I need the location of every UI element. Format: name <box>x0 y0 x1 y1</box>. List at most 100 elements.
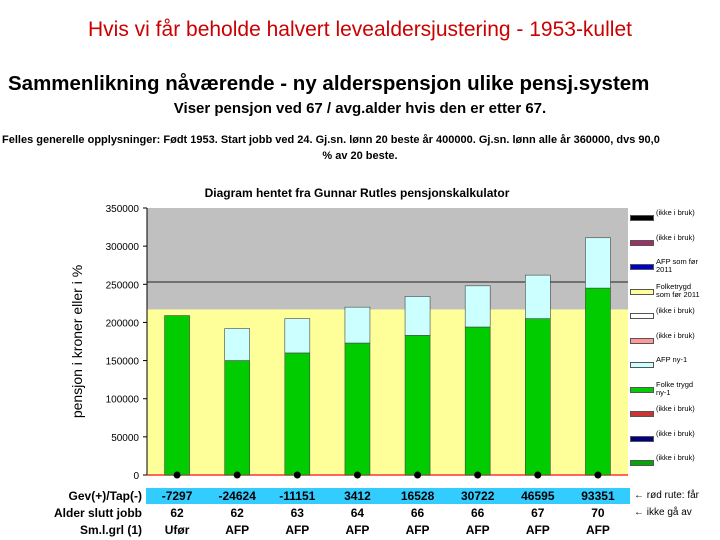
y-tick-label: 50000 <box>111 433 139 444</box>
zero-marker <box>293 471 301 479</box>
bar-afp <box>464 285 491 328</box>
bar-afp <box>344 306 371 344</box>
legend-item: AFP som før 2011 <box>628 256 720 282</box>
zero-marker <box>474 471 482 479</box>
legend-label: (ikke i bruk) <box>656 428 695 438</box>
legend-item: (ikke i bruk) <box>628 452 720 478</box>
legend-label: AFP ny-1 <box>656 355 688 364</box>
table-cell: -7297 <box>161 489 193 503</box>
bar-folketrygd <box>585 287 611 476</box>
table-cell: AFP <box>525 523 550 537</box>
legend-swatch <box>630 239 654 246</box>
plot-band-1 <box>147 208 628 310</box>
legend-label: Folke trygd ny-1 <box>656 379 694 397</box>
table-cell: 30722 <box>461 489 495 503</box>
table-cell: 70 <box>591 506 605 520</box>
legend-item: (ikke i bruk) <box>628 232 720 258</box>
bar-afp <box>585 237 611 289</box>
table-cell: AFP <box>225 523 250 537</box>
legend-swatch <box>630 215 654 221</box>
table-row-label: Gev(+)/Tap(-) <box>68 489 142 503</box>
table-cell: AFP <box>405 523 430 537</box>
zero-marker <box>233 471 241 479</box>
table-cell: 62 <box>230 506 244 520</box>
info-line-2: % av 20 beste. <box>322 150 398 162</box>
table-cell: AFP <box>585 523 610 537</box>
y-axis-label: pensjon i kroner eller i % <box>69 265 85 418</box>
table-cell: 46595 <box>521 489 555 503</box>
slide-main-title: Sammenlikning nåværende - ny alderspensj… <box>8 72 650 95</box>
y-tick-label: 0 <box>133 471 139 482</box>
legend-swatch <box>630 411 654 417</box>
table-cell: 66 <box>410 506 425 520</box>
table-cell: 63 <box>290 506 304 520</box>
table-row-label: Sm.l.grl (1) <box>79 523 142 537</box>
bar-folketrygd <box>404 335 431 476</box>
legend-item: AFP ny-1 <box>628 354 720 380</box>
table-cell: 67 <box>531 506 545 520</box>
zero-marker <box>414 471 422 479</box>
legend-swatch <box>630 460 654 466</box>
legend-item: Folketrygd som før 2011 <box>628 281 720 307</box>
table-cell: 64 <box>350 506 365 520</box>
legend-label: (ikke i bruk) <box>656 453 695 462</box>
table-cell: -24624 <box>218 489 256 503</box>
slide: Sammenlikning nåværende - ny alderspensj… <box>0 70 720 540</box>
legend-label: (ikke i bruk) <box>656 330 695 340</box>
y-tick-label: 300000 <box>106 242 140 253</box>
bar-folketrygd <box>284 352 311 476</box>
table-cell: 16528 <box>400 489 435 503</box>
info-line-1: Felles generelle opplysninger: Født 1953… <box>2 134 660 146</box>
zero-marker <box>534 471 542 479</box>
legend-item: Folke trygd ny-1 <box>628 379 720 405</box>
pension-chart: Diagram hentet fra Gunnar Rutles pensjon… <box>69 186 628 482</box>
bar-folketrygd <box>344 342 371 476</box>
page-title: Hvis vi får beholde halvert levealdersju… <box>88 18 632 41</box>
legend-item: (ikke i bruk) <box>628 403 720 429</box>
legend-swatch <box>630 362 654 368</box>
legend-swatch <box>630 288 654 295</box>
legend-item: (ikke i bruk) <box>628 305 720 331</box>
results-table: Gev(+)/Tap(-) -7297 -24624 -11151 3412 16528 3… <box>0 486 720 540</box>
legend-swatch <box>630 313 654 319</box>
bar-afp <box>525 274 551 319</box>
bar-folketrygd <box>525 318 551 476</box>
bar-afp <box>404 296 431 336</box>
chart-title: Diagram hentet fra Gunnar Rutles pensjon… <box>205 186 510 200</box>
legend-label: (ikke i bruk) <box>656 404 695 413</box>
y-tick-label: 100000 <box>106 395 140 406</box>
table-cell: AFP <box>345 523 370 537</box>
table-row-note: ← ikke gå av <box>634 507 692 518</box>
table-highlight-band <box>146 488 630 504</box>
legend-swatch <box>630 435 654 442</box>
legend-item: (ikke i bruk) <box>628 428 720 454</box>
bar-afp <box>224 328 250 361</box>
legend-item: (ikke i bruk) <box>628 207 720 233</box>
table-row-label: Alder slutt jobb <box>54 506 142 520</box>
legend-label: AFP som før 2011 <box>656 257 698 274</box>
table-cell: -11151 <box>279 489 316 503</box>
zero-marker <box>594 471 602 479</box>
legend-label: (ikke i bruk) <box>656 208 695 217</box>
legend-item: (ikke i bruk) <box>628 330 720 356</box>
plot-band-0 <box>147 309 628 475</box>
bar-folketrygd <box>464 326 491 476</box>
legend-label: Folketrygd som før 2011 <box>656 281 700 299</box>
table-cell: 66 <box>471 506 485 520</box>
zero-marker <box>353 471 361 479</box>
table-cell: AFP <box>465 523 490 537</box>
y-tick-label: 250000 <box>106 280 140 291</box>
table-row-note: ← rød rute: får <box>634 490 700 501</box>
legend-swatch <box>630 386 654 393</box>
bar-afp <box>284 318 311 354</box>
slide-sub-title: Viser pensjon ved 67 / avg.alder hvis de… <box>173 100 547 117</box>
legend-swatch <box>630 264 654 270</box>
legend-label: (ikke i bruk) <box>656 232 695 242</box>
y-tick-label: 150000 <box>106 357 140 368</box>
table-cell: AFP <box>285 523 310 537</box>
table-cell: 3412 <box>344 489 371 503</box>
table-cell: 62 <box>170 506 184 520</box>
table-cell: 93351 <box>581 489 615 503</box>
y-tick-label: 350000 <box>106 204 140 215</box>
legend-swatch <box>630 337 654 344</box>
